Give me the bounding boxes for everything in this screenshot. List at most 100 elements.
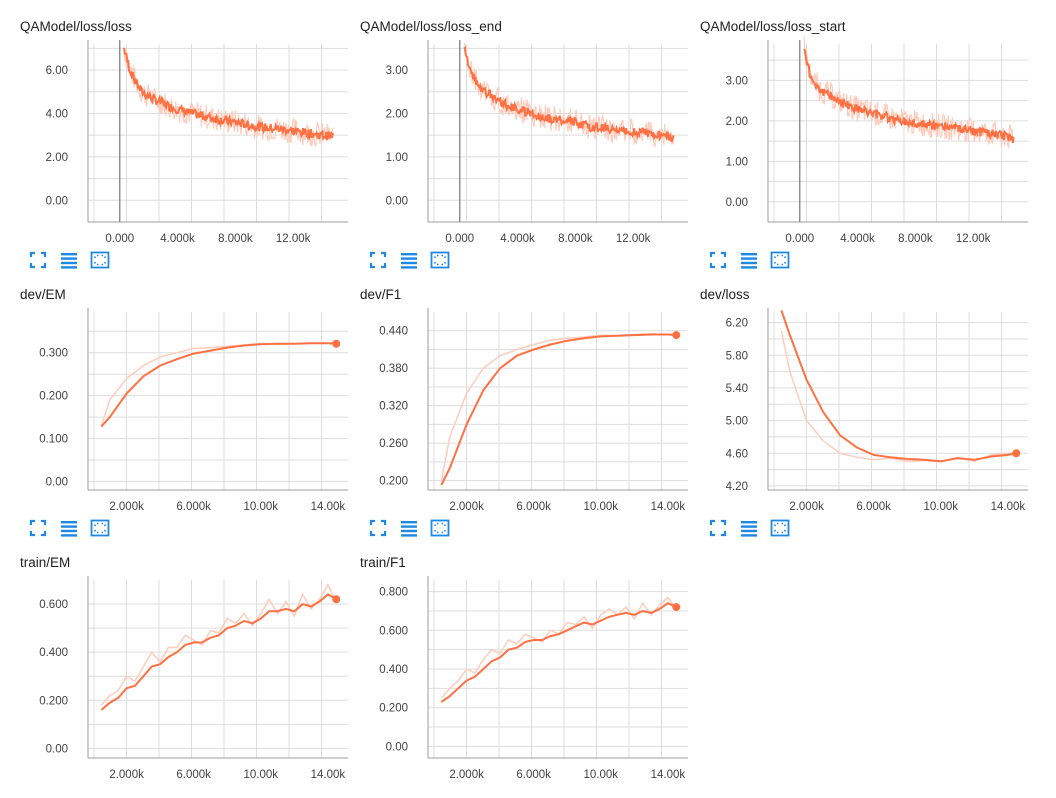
x-tick-label: 12.00k: [956, 233, 991, 245]
expand-button[interactable]: [368, 250, 388, 270]
last-point-marker: [332, 595, 341, 604]
expand-button[interactable]: [28, 518, 48, 538]
y-tick-label: 3.00: [386, 65, 408, 77]
fit-domain-button[interactable]: [430, 518, 450, 538]
x-tick-label: 8.000k: [558, 233, 593, 245]
chart-title: QAModel/loss/loss_end: [360, 19, 502, 34]
expand-icon: [709, 519, 727, 537]
y-tick-label: 3.00: [726, 75, 748, 87]
toggle-log-scale-button[interactable]: [59, 250, 79, 270]
grid: [428, 580, 688, 758]
raw-series-line: [440, 333, 677, 481]
y-tick-label: 2.00: [726, 116, 748, 128]
x-tick-label: 14.00k: [311, 501, 346, 513]
x-tick-label: 14.00k: [651, 501, 686, 513]
x-tick-label: 12.00k: [616, 233, 651, 245]
line-chart: 0.00 0.100 0.200 0.300 2.000k 6.000k 10.00k 14.…: [39, 308, 348, 513]
fit-domain-icon: [770, 519, 790, 537]
y-tick-label: 4.00: [46, 108, 68, 120]
y-tick-label: 0.200: [39, 695, 68, 707]
smoothed-series-line: [463, 45, 675, 143]
fit-domain-button[interactable]: [770, 518, 790, 538]
fit-domain-button[interactable]: [90, 250, 110, 270]
x-tick-label: 6.000k: [176, 501, 211, 513]
expand-button[interactable]: [708, 250, 728, 270]
toggle-log-scale-icon: [401, 253, 417, 269]
smoothed-series-line: [440, 333, 677, 486]
x-tick-label: 10.00k: [584, 769, 619, 781]
toggle-log-scale-icon: [741, 521, 757, 537]
grid: [428, 312, 688, 490]
last-point-marker: [672, 603, 681, 612]
chart-card: dev/loss 4.20 4.60 5.00 5.40 5.80 6.20 2.000k 6…: [680, 268, 1028, 537]
smoothed-series-line: [100, 593, 337, 711]
expand-button[interactable]: [28, 250, 48, 270]
y-tick-label: 0.00: [386, 195, 408, 207]
x-tick-label: 6.000k: [176, 769, 211, 781]
y-tick-label: 0.320: [379, 401, 408, 413]
x-tick-label: 8.000k: [898, 233, 933, 245]
toggle-log-scale-icon: [61, 521, 77, 537]
y-tick-label: 0.00: [46, 195, 68, 207]
toggle-log-scale-icon: [61, 253, 77, 269]
toggle-log-scale-button[interactable]: [399, 518, 419, 538]
y-tick-label: 0.600: [379, 625, 408, 637]
toggle-log-scale-button[interactable]: [739, 250, 759, 270]
x-tick-label: 0.000: [445, 233, 474, 245]
chart-card: dev/EM 0.00 0.100 0.200 0.300 2.000k 6.000k 10…: [0, 268, 348, 537]
y-tick-label: 0.800: [379, 587, 408, 599]
last-point-marker: [672, 331, 681, 340]
chart-title: train/EM: [20, 555, 71, 570]
series-group: [100, 583, 337, 711]
chart-title: dev/loss: [700, 287, 750, 302]
smoothed-series-line: [440, 602, 677, 703]
line-chart: 0.200 0.260 0.320 0.380 0.440 2.000k 6.000k 10.…: [379, 308, 688, 513]
last-point-marker: [1012, 449, 1021, 458]
line-chart: 0.00 1.00 2.00 3.00 0.000 4.000k 8.000k 12.00k: [726, 36, 1028, 245]
y-tick-label: 5.00: [726, 416, 748, 428]
toggle-log-scale-button[interactable]: [739, 518, 759, 538]
x-tick-label: 2.000k: [109, 501, 144, 513]
x-tick-label: 12.00k: [276, 233, 311, 245]
line-chart: 0.00 0.200 0.400 0.600 2.000k 6.000k 10.00k 14.…: [39, 576, 348, 781]
x-tick-label: 2.000k: [449, 769, 484, 781]
series-group: [440, 596, 677, 703]
fit-domain-button[interactable]: [430, 250, 450, 270]
line-chart: 0.00 0.200 0.400 0.600 0.800 2.000k 6.000k 10.0…: [379, 576, 688, 781]
chart-card: dev/F1 0.200 0.260 0.320 0.380 0.440 2.000k 6.…: [340, 268, 688, 537]
expand-icon: [29, 519, 47, 537]
x-tick-label: 0.000: [105, 233, 134, 245]
series-group: [780, 310, 1017, 463]
x-tick-label: 2.000k: [789, 501, 824, 513]
grid: [768, 44, 1028, 222]
fit-domain-button[interactable]: [770, 250, 790, 270]
y-tick-label: 0.400: [39, 647, 68, 659]
y-tick-label: 0.600: [39, 599, 68, 611]
y-tick-label: 6.20: [726, 318, 748, 330]
y-tick-label: 4.20: [726, 481, 748, 493]
fit-domain-button[interactable]: [90, 518, 110, 538]
y-tick-label: 2.00: [386, 108, 408, 120]
smoothed-series-line: [123, 47, 334, 141]
toggle-log-scale-button[interactable]: [59, 518, 79, 538]
chart-card: train/EM 0.00 0.200 0.400 0.600 2.000k 6.000k…: [0, 536, 348, 798]
grid: [88, 312, 348, 490]
raw-series-line: [100, 583, 337, 706]
fit-domain-icon: [770, 251, 790, 269]
x-tick-label: 14.00k: [991, 501, 1026, 513]
expand-icon: [709, 251, 727, 269]
y-tick-label: 4.60: [726, 448, 748, 460]
y-tick-label: 0.100: [39, 434, 68, 446]
line-chart: 4.20 4.60 5.00 5.40 5.80 6.20 2.000k 6.000k 10.0…: [726, 308, 1028, 513]
chart-title: dev/EM: [20, 287, 66, 302]
x-tick-label: 4.000k: [500, 233, 535, 245]
y-tick-label: 5.40: [726, 383, 748, 395]
expand-button[interactable]: [368, 518, 388, 538]
x-tick-label: 0.000: [785, 233, 814, 245]
grid: [768, 312, 1028, 490]
expand-button[interactable]: [708, 518, 728, 538]
y-tick-label: 0.300: [39, 348, 68, 360]
x-tick-label: 10.00k: [584, 501, 619, 513]
x-tick-label: 8.000k: [218, 233, 253, 245]
toggle-log-scale-button[interactable]: [399, 250, 419, 270]
